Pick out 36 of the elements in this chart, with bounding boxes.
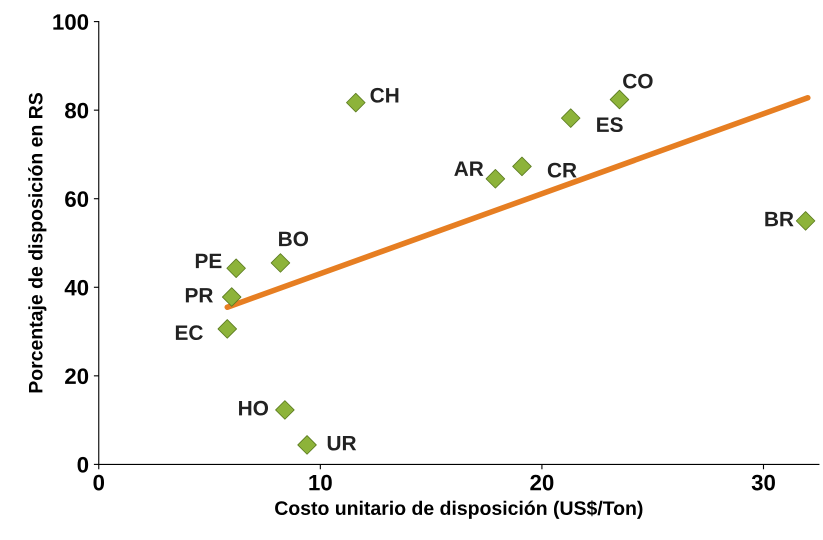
annotation: CO	[623, 74, 653, 88]
y-tick-label: 0	[78, 456, 88, 473]
point	[796, 211, 816, 231]
annotation: PE	[196, 254, 222, 268]
annotation: HO	[239, 400, 268, 416]
point	[275, 400, 295, 420]
point	[486, 169, 506, 189]
annotation: CH	[370, 88, 398, 103]
y-tick-label: 80	[65, 102, 88, 118]
y-axis-title: Porcentaje de disposición en RS	[28, 93, 46, 392]
point	[346, 92, 366, 112]
point	[222, 287, 242, 307]
x-tick-label: 0	[93, 474, 104, 490]
y-tick-label: 20	[65, 368, 88, 384]
x-tick-label: 10	[309, 474, 332, 490]
x-tick-label: 30	[752, 474, 775, 490]
annotation: BR	[765, 212, 794, 226]
y-tick-label: 60	[65, 191, 88, 207]
annotation: AR	[454, 162, 484, 176]
point	[610, 90, 630, 110]
x-tick-label: 20	[530, 474, 554, 490]
x-axis-title: Costo unitario de disposición (US$/Ton)	[275, 500, 642, 519]
point	[270, 253, 290, 273]
annotation: UR	[328, 436, 356, 451]
annotation: EC	[176, 325, 203, 340]
point	[512, 156, 532, 176]
point	[560, 108, 580, 128]
point	[226, 258, 246, 278]
annotation: ES	[597, 117, 623, 132]
annotation: BO	[279, 232, 308, 246]
point	[218, 319, 238, 339]
annotation: PR	[186, 288, 213, 302]
y-tick-label: 40	[64, 280, 88, 296]
y-tick-label: 100	[53, 14, 88, 30]
annotation: CR	[548, 162, 577, 178]
point	[297, 435, 317, 455]
